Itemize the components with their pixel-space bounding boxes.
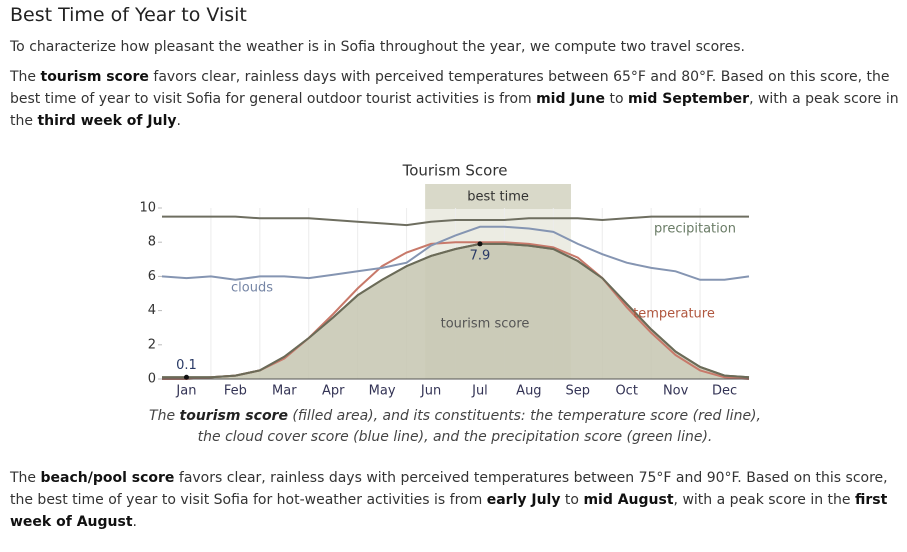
beach-paragraph: The beach/pool score favors clear, rainl…: [10, 467, 900, 533]
text: To characterize how pleasant the weather…: [10, 39, 745, 55]
text: to: [560, 492, 584, 508]
x-tick-label: Jun: [420, 384, 441, 399]
emphasis: mid August: [583, 492, 674, 508]
y-tick-label: 8: [148, 235, 156, 250]
best-time-label: best time: [467, 190, 529, 205]
x-tick-label: Jan: [175, 384, 196, 399]
y-tick-label: 6: [148, 269, 156, 284]
tourism-paragraph: The tourism score favors clear, rainless…: [10, 66, 900, 132]
x-tick-label: Apr: [322, 384, 345, 399]
y-tick-label: 0: [148, 372, 156, 387]
emphasis: tourism score: [40, 69, 149, 85]
text: , with a peak score in the: [10, 91, 899, 129]
x-tick-label: May: [369, 384, 396, 399]
text: favors clear, rainless days with perceiv…: [10, 470, 888, 508]
series-label: temperature: [633, 307, 715, 322]
text: The: [10, 69, 41, 85]
text: The: [149, 408, 180, 424]
text: .: [132, 514, 137, 530]
text: .: [176, 113, 181, 129]
intro-paragraph: To characterize how pleasant the weather…: [10, 36, 900, 58]
text: The: [10, 470, 41, 486]
annotation-label: 7.9: [470, 248, 491, 263]
emphasis: third week of July: [37, 113, 177, 129]
x-tick-label: Oct: [615, 384, 637, 399]
text: favors clear, rainless days with perceiv…: [10, 69, 890, 107]
series-line: [162, 215, 749, 227]
text: to: [605, 91, 628, 107]
x-tick-label: Jul: [471, 384, 488, 399]
annotation-dot: [477, 241, 483, 247]
series-line: [161, 225, 750, 281]
series-label: tourism score: [441, 317, 530, 332]
series-label: clouds: [231, 281, 273, 296]
x-tick-label: Sep: [566, 384, 591, 399]
page-title: Best Time of Year to Visit: [10, 4, 247, 26]
series-area: [162, 243, 749, 379]
chart-caption: The tourism score (filled area), and its…: [140, 406, 770, 448]
best-time-header: [425, 184, 571, 209]
emphasis: mid June: [536, 91, 606, 107]
annotation-label: 0.1: [176, 358, 197, 373]
emphasis: beach/pool score: [40, 470, 175, 486]
emphasis: early July: [486, 492, 561, 508]
emphasis: mid September: [627, 91, 750, 107]
x-tick-label: Aug: [516, 384, 541, 399]
series-line: [162, 242, 750, 379]
y-tick-label: 4: [148, 303, 156, 318]
series-label: precipitation: [654, 222, 736, 237]
x-tick-label: Feb: [224, 384, 247, 399]
x-tick-label: Dec: [712, 384, 737, 399]
text: , with a peak score in the: [673, 492, 855, 508]
emphasis: first week of August: [10, 492, 888, 530]
text: (filled area), and its constituents: the…: [197, 408, 761, 445]
y-tick-label: 2: [148, 337, 156, 352]
chart-title: Tourism Score: [402, 162, 508, 180]
chart: Tourism Score best time 0 2 4 6 8 10 Jan Feb Mar A…: [139, 162, 750, 399]
x-tick-label: Mar: [272, 384, 297, 399]
emphasis: tourism score: [179, 408, 288, 424]
annotation-dot: [183, 374, 189, 380]
y-tick-label: 10: [139, 201, 156, 216]
x-tick-label: Nov: [663, 384, 689, 399]
